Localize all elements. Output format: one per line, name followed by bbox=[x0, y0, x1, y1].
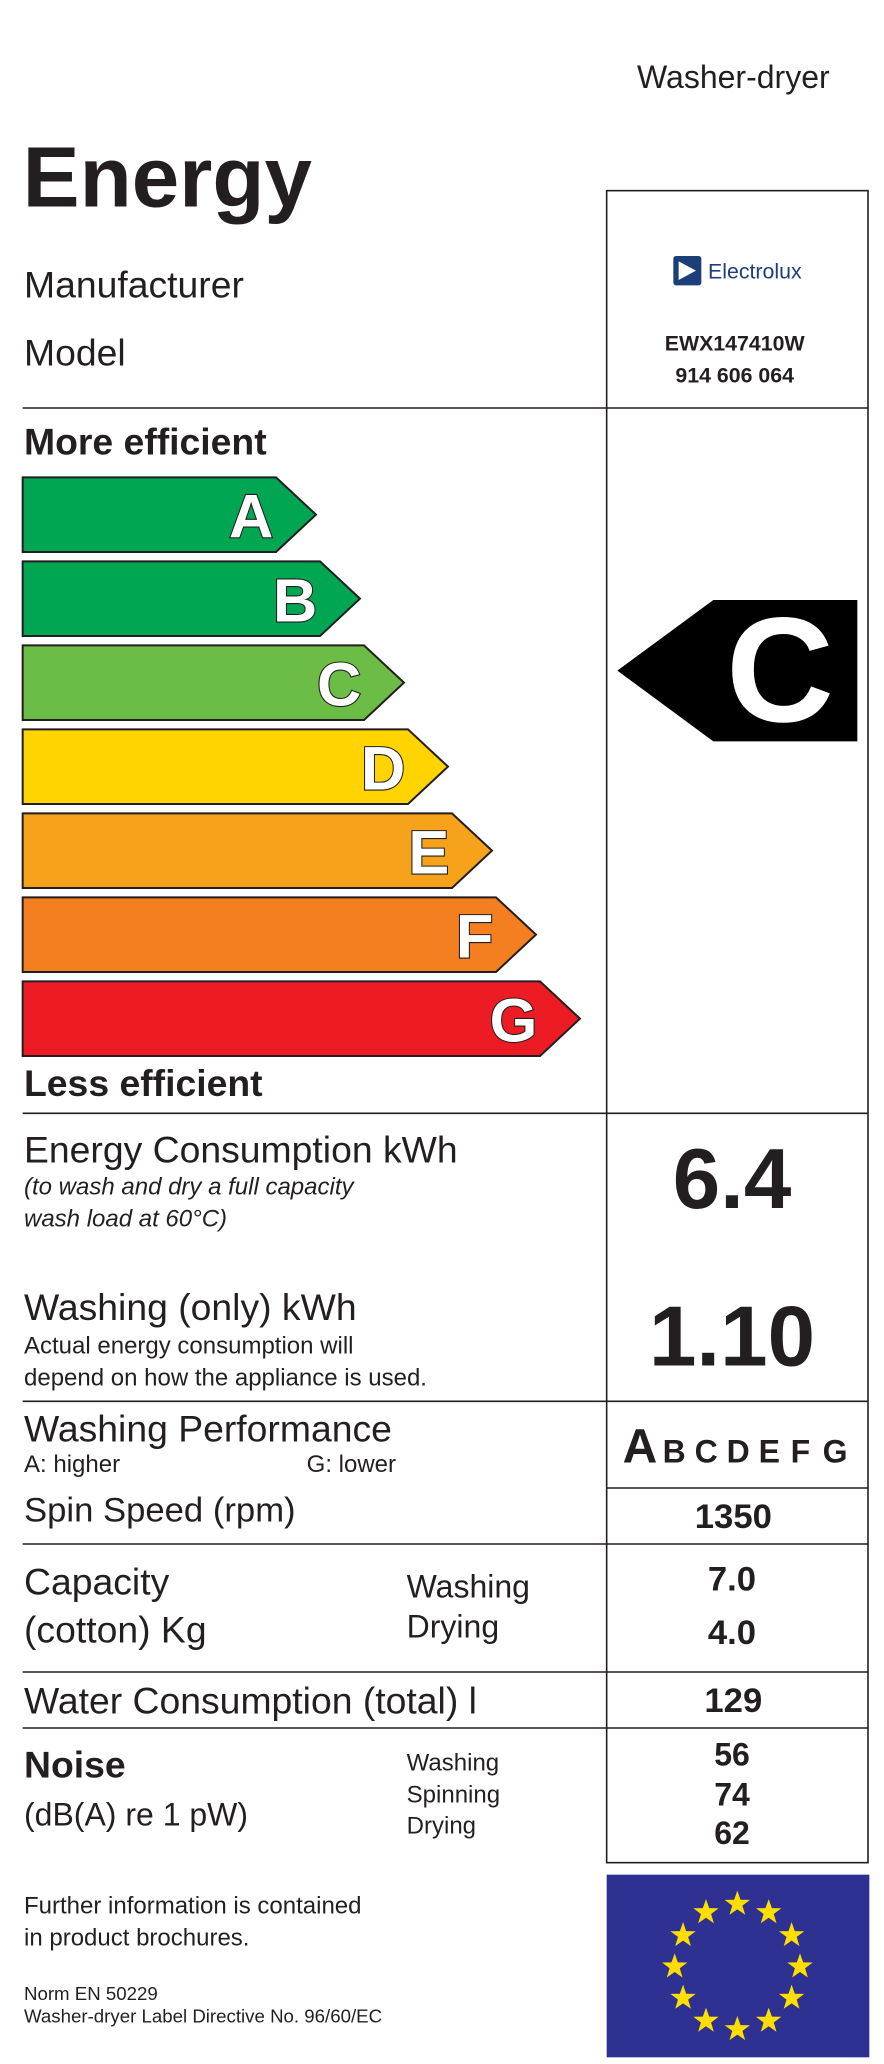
eu-star bbox=[778, 1922, 805, 1947]
class-letter: B bbox=[273, 565, 317, 634]
eu-star bbox=[778, 1984, 805, 2009]
noise-row-name: Spinning bbox=[407, 1782, 500, 1809]
noise-value: 62 bbox=[714, 1815, 750, 1851]
energy-label: Energy Consumption kWh bbox=[24, 1129, 458, 1171]
eu-star bbox=[787, 1953, 813, 1978]
washing-energy-note: Actual energy consumption will bbox=[24, 1332, 354, 1359]
performance-letter: F bbox=[791, 1434, 811, 1470]
class-arrow bbox=[21, 728, 450, 805]
performance-letter: B bbox=[663, 1434, 686, 1470]
logo-mark bbox=[678, 261, 696, 280]
eu-star bbox=[670, 1984, 696, 2009]
performance-letter: C bbox=[695, 1434, 718, 1470]
capacity-label: (cotton) Kg bbox=[24, 1609, 207, 1651]
performance-letter: D bbox=[727, 1434, 750, 1470]
class-letter: A bbox=[229, 481, 273, 550]
capacity-row-name: Drying bbox=[407, 1608, 499, 1644]
performance-high: A: higher bbox=[24, 1451, 120, 1478]
scale-top-label: More efficient bbox=[24, 421, 267, 463]
performance-low: G: lower bbox=[307, 1451, 396, 1478]
washing-energy-note: depend on how the appliance is used. bbox=[24, 1364, 427, 1391]
value-column bbox=[605, 189, 869, 1864]
norm-text: Washer-dryer Label Directive No. 96/60/E… bbox=[24, 2006, 382, 2027]
eu-star bbox=[724, 1890, 750, 1915]
class-arrow bbox=[21, 476, 318, 553]
model-code: 914 606 064 bbox=[675, 364, 794, 388]
washing-performance-label: Washing Performance bbox=[24, 1407, 392, 1449]
noise-row-name: Drying bbox=[407, 1812, 476, 1839]
spin-label: Spin Speed (rpm) bbox=[24, 1491, 296, 1529]
title: Energy bbox=[23, 131, 312, 226]
capacity-row-name: Washing bbox=[407, 1568, 530, 1604]
class-letter: F bbox=[456, 901, 493, 970]
eu-stars bbox=[662, 1890, 813, 2041]
brand-logo: Electrolux bbox=[673, 256, 802, 286]
noise-label: Noise bbox=[24, 1743, 126, 1785]
capacity-value: 4.0 bbox=[708, 1614, 756, 1652]
manufacturer-label: Manufacturer bbox=[24, 263, 244, 305]
info-text: Further information is contained bbox=[24, 1892, 362, 1919]
class-arrow bbox=[21, 644, 406, 721]
model-number: EWX147410W bbox=[665, 332, 806, 356]
washing-energy-value: 1.10 bbox=[649, 1289, 815, 1384]
model-label: Model bbox=[24, 331, 126, 373]
eu-star bbox=[693, 2007, 719, 2032]
noise-value: 56 bbox=[714, 1736, 750, 1772]
class-letter: D bbox=[361, 733, 405, 802]
class-arrow bbox=[21, 980, 582, 1057]
appliance-type: Washer-dryer bbox=[637, 59, 830, 95]
class-arrow bbox=[21, 896, 538, 973]
performance-letter: A bbox=[623, 1421, 658, 1474]
water-value: 129 bbox=[704, 1682, 762, 1720]
eu-star bbox=[756, 1899, 782, 1924]
energy-note: wash load at 60°C) bbox=[24, 1206, 227, 1233]
spin-value: 1350 bbox=[695, 1498, 772, 1536]
performance-letter: E bbox=[759, 1434, 780, 1470]
washing-energy-label: Washing (only) kWh bbox=[24, 1286, 357, 1328]
norm-text: Norm EN 50229 bbox=[24, 1983, 158, 2004]
eu-star bbox=[756, 2007, 782, 2032]
capacity-value: 7.0 bbox=[708, 1561, 756, 1599]
capacity-label: Capacity bbox=[24, 1561, 170, 1603]
class-arrow bbox=[21, 560, 362, 637]
info-text: in product brochures. bbox=[24, 1924, 249, 1951]
eu-star bbox=[693, 1899, 719, 1924]
energy-value: 6.4 bbox=[673, 1132, 792, 1227]
noise-row-name: Washing bbox=[407, 1750, 499, 1777]
eu-star bbox=[670, 1922, 696, 1947]
class-arrow bbox=[21, 812, 494, 889]
eu-star bbox=[662, 1953, 688, 1978]
energy-note: (to wash and dry a full capacity bbox=[24, 1174, 355, 1201]
brand-name: Electrolux bbox=[708, 260, 802, 284]
class-letter: G bbox=[490, 985, 538, 1054]
class-letter: E bbox=[408, 817, 449, 886]
water-label: Water Consumption (total) l bbox=[24, 1679, 477, 1721]
eu-star bbox=[724, 2016, 750, 2041]
scale-bottom-label: Less efficient bbox=[24, 1062, 263, 1104]
noise-value: 74 bbox=[714, 1776, 750, 1812]
rating-letter: C bbox=[726, 586, 834, 753]
class-letter: C bbox=[317, 649, 361, 718]
performance-letter: G bbox=[823, 1434, 848, 1470]
rating-arrow bbox=[617, 600, 858, 742]
noise-unit: (dB(A) re 1 pW) bbox=[24, 1796, 248, 1832]
